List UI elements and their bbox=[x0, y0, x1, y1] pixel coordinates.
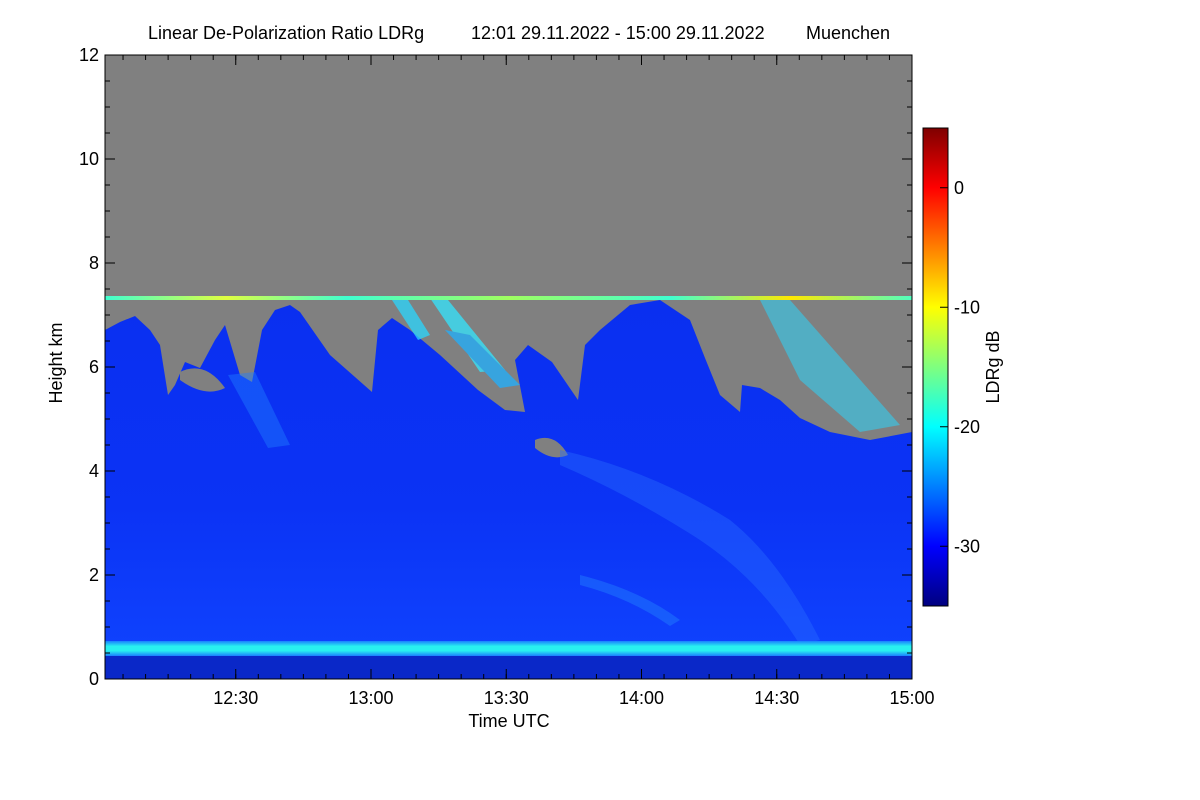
boundary-layer-band bbox=[105, 641, 912, 656]
x-tick-label: 13:00 bbox=[348, 688, 393, 708]
colorbar-tick-label: -10 bbox=[954, 297, 980, 317]
chart-title: Linear De-Polarization Ratio LDRg bbox=[148, 23, 424, 43]
plot-area bbox=[105, 55, 912, 679]
colorbar-tick-label: 0 bbox=[954, 178, 964, 198]
x-axis-label: Time UTC bbox=[468, 711, 549, 731]
surface-layer bbox=[105, 656, 912, 679]
y-tick-label: 2 bbox=[89, 565, 99, 585]
y-tick-label: 6 bbox=[89, 357, 99, 377]
fall-streaks bbox=[228, 298, 900, 645]
y-tick-label: 4 bbox=[89, 461, 99, 481]
echo-field bbox=[105, 300, 912, 679]
colorbar-label: LDRg dB bbox=[983, 330, 1003, 403]
y-axis-label: Height km bbox=[46, 322, 66, 403]
y-tick-label: 0 bbox=[89, 669, 99, 689]
x-tick-label: 13:30 bbox=[484, 688, 529, 708]
y-tick-label: 8 bbox=[89, 253, 99, 273]
colorbar-tick-label: -30 bbox=[954, 536, 980, 556]
x-tick-label: 14:00 bbox=[619, 688, 664, 708]
x-tick-label: 12:30 bbox=[213, 688, 258, 708]
x-axis: 12:30 13:00 13:30 14:00 14:30 15:00 bbox=[122, 55, 935, 708]
x-tick-label: 15:00 bbox=[889, 688, 934, 708]
colorbar bbox=[922, 127, 949, 607]
gap-pocket bbox=[180, 368, 225, 392]
x-tick-label: 14:30 bbox=[754, 688, 799, 708]
y-tick-label: 10 bbox=[79, 149, 99, 169]
colorbar-ticks: 0 -10 -20 -30 bbox=[940, 178, 980, 556]
y-axis: 0 2 4 6 8 10 12 bbox=[79, 45, 912, 689]
chart-location: Muenchen bbox=[806, 23, 890, 43]
y-tick-label: 12 bbox=[79, 45, 99, 65]
range-marker-line bbox=[105, 296, 912, 300]
colorbar-tick-label: -20 bbox=[954, 417, 980, 437]
chart-time-range: 12:01 29.11.2022 - 15:00 29.11.2022 bbox=[471, 23, 765, 43]
gap-pocket bbox=[535, 437, 568, 458]
